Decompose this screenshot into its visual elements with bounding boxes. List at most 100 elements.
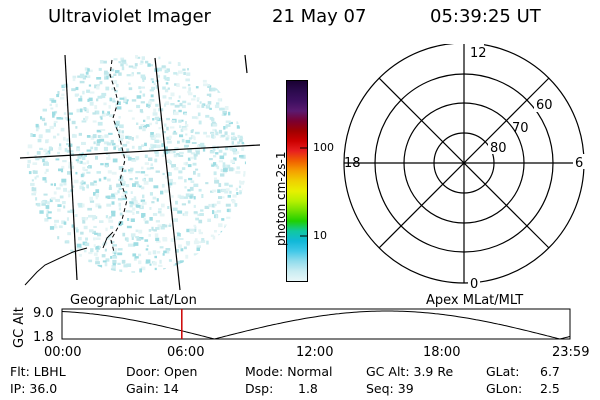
emission-pixel	[229, 184, 233, 188]
emission-pixel	[101, 112, 106, 117]
emission-pixel	[187, 148, 192, 153]
emission-pixel	[109, 97, 112, 102]
emission-pixel	[236, 166, 240, 170]
emission-pixel	[207, 104, 210, 107]
emission-pixel	[225, 137, 229, 141]
emission-pixel	[193, 196, 196, 200]
emission-pixel	[179, 195, 184, 200]
dsp-value: 1.8	[298, 381, 318, 396]
emission-pixel	[82, 219, 86, 224]
emission-pixel	[241, 143, 246, 148]
emission-pixel	[98, 67, 102, 71]
emission-pixel	[47, 211, 52, 214]
emission-pixel	[62, 201, 66, 205]
emission-pixel	[127, 243, 133, 247]
emission-pixel	[200, 209, 204, 212]
emission-pixel	[177, 194, 182, 198]
emission-pixel	[76, 147, 81, 152]
emission-pixel	[152, 250, 157, 255]
emission-pixel	[83, 117, 86, 121]
emission-pixel	[207, 101, 212, 105]
emission-pixel	[203, 131, 207, 135]
emission-pixel	[164, 146, 168, 150]
emission-pixel	[176, 72, 179, 76]
emission-pixel	[90, 182, 95, 186]
emission-pixel	[195, 217, 199, 221]
emission-pixel	[76, 247, 81, 251]
emission-pixel	[117, 190, 120, 194]
emission-pixel	[41, 200, 45, 203]
emission-pixel	[75, 126, 78, 129]
emission-pixel	[225, 124, 231, 127]
emission-pixel	[96, 171, 101, 174]
emission-pixel	[93, 192, 96, 196]
emission-pixel	[133, 242, 139, 246]
emission-pixel	[140, 199, 146, 203]
emission-pixel	[46, 209, 49, 214]
emission-pixel	[69, 112, 73, 115]
emission-pixel	[229, 145, 233, 150]
emission-pixel	[111, 212, 116, 217]
emission-pixel	[150, 132, 154, 136]
emission-pixel	[39, 210, 44, 214]
emission-pixel	[27, 164, 30, 168]
lat-label-80: 80	[490, 141, 507, 156]
emission-pixel	[85, 71, 89, 75]
emission-pixel	[30, 182, 35, 186]
emission-pixel	[177, 210, 183, 214]
emission-pixel	[145, 60, 149, 64]
emission-pixel	[153, 82, 156, 86]
emission-pixel	[95, 196, 98, 200]
emission-pixel	[226, 216, 231, 219]
door-value: Door: Open	[126, 364, 198, 379]
emission-pixel	[43, 193, 48, 196]
emission-pixel	[47, 201, 50, 205]
emission-pixel	[185, 78, 190, 82]
emission-pixel	[188, 87, 191, 92]
emission-pixel	[182, 127, 188, 131]
emission-pixel	[129, 201, 134, 204]
emission-pixel	[142, 78, 145, 82]
emission-pixel	[49, 98, 55, 102]
emission-pixel	[157, 210, 162, 214]
emission-pixel	[187, 84, 191, 87]
coastline	[24, 247, 88, 286]
emission-pixel	[138, 86, 141, 90]
emission-pixel	[150, 136, 155, 140]
emission-pixel	[99, 138, 105, 142]
emission-pixel	[144, 239, 149, 242]
emission-pixel	[212, 189, 217, 193]
mlt-label-12: 12	[470, 46, 487, 61]
emission-pixel	[152, 213, 158, 216]
emission-pixel	[47, 150, 51, 155]
emission-pixel	[136, 211, 140, 214]
emission-pixel	[165, 82, 169, 85]
emission-pixel	[87, 166, 91, 169]
emission-pixel	[70, 165, 75, 169]
emission-pixel	[108, 187, 112, 190]
emission-pixel	[93, 225, 97, 228]
ip-value: IP: 36.0	[10, 381, 58, 396]
emission-pixel	[120, 63, 124, 67]
emission-pixel	[225, 188, 230, 191]
emission-pixel	[228, 121, 233, 125]
emission-pixel	[103, 102, 107, 106]
emission-pixel	[119, 183, 125, 186]
emission-pixel	[86, 171, 91, 174]
emission-pixel	[211, 121, 216, 124]
emission-pixel	[45, 129, 51, 133]
emission-pixel	[178, 238, 184, 240]
emission-pixel	[232, 137, 237, 141]
emission-pixel	[197, 112, 201, 117]
emission-pixel	[153, 229, 157, 232]
emission-pixel	[193, 253, 198, 256]
emission-pixel	[53, 122, 56, 127]
emission-pixel	[174, 104, 180, 108]
emission-pixel	[182, 68, 186, 71]
emission-pixel	[118, 147, 123, 152]
emission-pixel	[165, 175, 169, 179]
emission-pixel	[92, 183, 98, 186]
emission-pixel	[150, 166, 154, 170]
emission-pixel	[132, 253, 137, 257]
emission-pixel	[100, 163, 104, 166]
